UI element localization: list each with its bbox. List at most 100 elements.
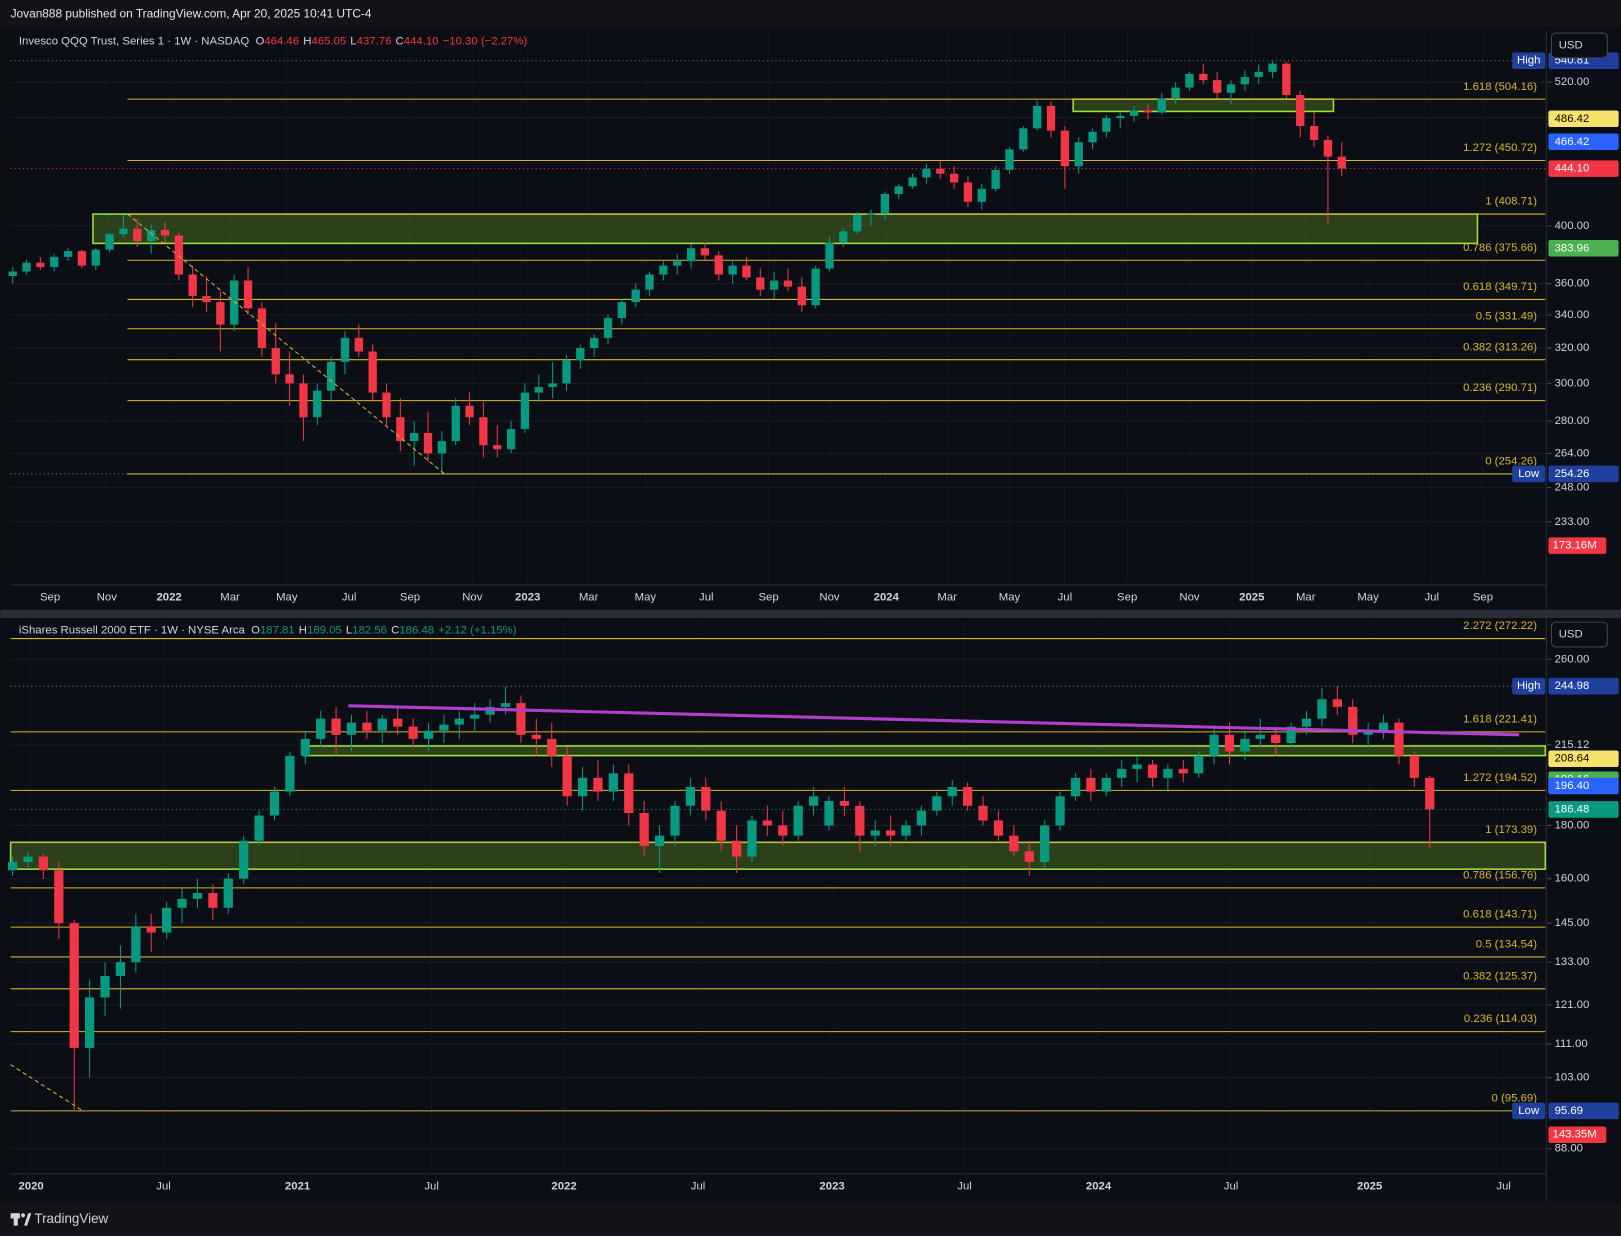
- candle-body: [346, 722, 357, 735]
- legend-title: Invesco QQQ Trust, Series 1 · 1W · NASDA…: [19, 35, 250, 47]
- price-label-bg: [1548, 465, 1619, 483]
- candle-body: [783, 280, 793, 287]
- legend-title: iShares Russell 2000 ETF · 1W · NYSE Arc…: [19, 624, 246, 636]
- candle-body: [714, 255, 723, 275]
- candle-body: [1224, 734, 1235, 752]
- candle-body: [36, 262, 45, 268]
- candle-body: [894, 186, 903, 194]
- candle-body: [69, 923, 79, 1048]
- candle-body: [285, 755, 295, 792]
- candle-body: [762, 820, 773, 826]
- x-tick-label: 2023: [515, 591, 540, 603]
- price-tag: High: [1517, 55, 1540, 67]
- fib-label: 0.236 (114.03): [1464, 1013, 1537, 1025]
- candle-body: [778, 825, 788, 836]
- price-label-bg: [1548, 677, 1619, 695]
- y-tick-label: 320.00: [1555, 342, 1590, 354]
- candle-body: [1185, 73, 1194, 88]
- price-label: 486.42: [1555, 113, 1590, 125]
- zone: [92, 213, 1479, 245]
- candle-body: [362, 722, 372, 731]
- candle-body: [1309, 126, 1319, 140]
- candle-body: [239, 840, 249, 879]
- candle-body: [1332, 699, 1342, 707]
- candle-body: [23, 856, 33, 863]
- candle-body: [631, 289, 640, 303]
- y-tick-label: 111.00: [1555, 1038, 1588, 1050]
- candle-body: [701, 786, 711, 811]
- x-tick-label: 2024: [874, 591, 900, 603]
- candle-body: [670, 805, 680, 836]
- candle-body: [1255, 734, 1265, 739]
- x-tick-label: 2025: [1239, 591, 1264, 603]
- candle-body: [963, 182, 973, 202]
- y-tick-label: 160.00: [1555, 873, 1590, 885]
- candle-body: [716, 810, 726, 841]
- candle-body: [188, 274, 197, 296]
- candle-body: [230, 280, 239, 325]
- candle-body: [22, 262, 31, 272]
- x-tick-label: 2022: [551, 1180, 576, 1192]
- candle-body: [216, 302, 225, 325]
- legend-value: 465.05: [311, 35, 346, 47]
- candle-body: [50, 256, 59, 268]
- x-tick-label: Mar: [579, 591, 599, 603]
- price-label: 254.26: [1555, 468, 1590, 480]
- fib-label: 0.786 (375.66): [1463, 242, 1537, 254]
- y-tick-label: 88.00: [1555, 1143, 1583, 1155]
- price-tag-bg: [1512, 465, 1546, 483]
- candle-body: [299, 383, 308, 418]
- candle-body: [1296, 95, 1305, 127]
- candle-body: [839, 801, 850, 806]
- fib-label: 0.786 (156.76): [1463, 869, 1537, 881]
- candle-body: [300, 738, 310, 756]
- candle-body: [577, 777, 588, 797]
- fib-label: 1.618 (504.16): [1463, 81, 1537, 93]
- legend-value: 186.48: [399, 624, 434, 636]
- legend-value: 444.10: [404, 35, 439, 47]
- candle-body: [562, 755, 572, 797]
- candle-body: [516, 703, 526, 735]
- fib-label: 0.5 (331.49): [1476, 310, 1537, 322]
- candle-body: [1033, 105, 1042, 129]
- x-tick-label: Jul: [342, 591, 357, 603]
- trend-line: [127, 213, 445, 475]
- currency-box: [1550, 32, 1608, 59]
- currency: USD: [1559, 629, 1583, 641]
- candle-body: [91, 249, 100, 266]
- candle-body: [1102, 118, 1111, 132]
- y-tick-label: 260.00: [1555, 653, 1590, 665]
- candle-body: [1070, 777, 1081, 797]
- fib-label: 1 (408.71): [1485, 196, 1537, 208]
- candle-body: [811, 268, 820, 306]
- candle-body: [1005, 149, 1014, 170]
- price-tag: Low: [1518, 1105, 1540, 1117]
- candle-body: [254, 815, 264, 841]
- candle-body: [7, 862, 18, 871]
- legend-key: O: [255, 35, 264, 47]
- candle-body: [1268, 63, 1277, 72]
- x-tick-label: May: [999, 591, 1021, 603]
- candle-body: [824, 801, 834, 826]
- candle-body: [393, 718, 403, 727]
- candle-body: [520, 392, 530, 430]
- x-tick-label: Sep: [758, 591, 778, 603]
- candle-body: [993, 820, 1004, 836]
- price-label: 383.96: [1555, 242, 1590, 254]
- x-tick-label: Mar: [1296, 591, 1316, 603]
- y-tick-label: 145.00: [1555, 917, 1590, 929]
- candle-body: [54, 870, 64, 924]
- candle-body: [1147, 764, 1158, 778]
- x-tick-label: May: [276, 591, 298, 603]
- x-tick-label: 2025: [1357, 1180, 1382, 1192]
- fib-label: 2.272 (272.22): [1463, 620, 1537, 632]
- x-tick-label: Nov: [819, 591, 840, 603]
- legend-key: H: [299, 624, 307, 636]
- candle-body: [410, 433, 419, 442]
- price-label-bg: [1548, 801, 1619, 818]
- candle-body: [548, 383, 557, 388]
- fib-label: 0.382 (313.26): [1463, 341, 1537, 353]
- candle-body: [354, 337, 363, 352]
- candle-body: [377, 718, 387, 731]
